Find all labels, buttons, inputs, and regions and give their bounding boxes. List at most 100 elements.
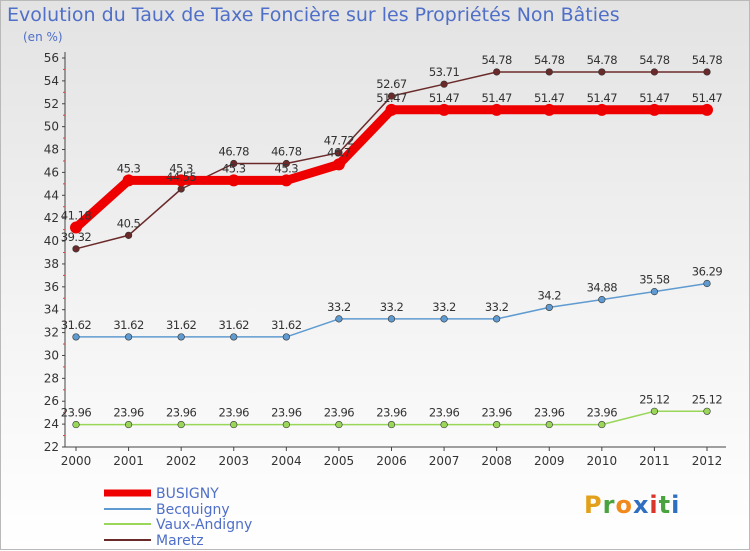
data-label: 52.67 (376, 77, 407, 91)
logo-letter: o (615, 491, 633, 519)
data-label: 54.78 (534, 53, 565, 67)
data-label: 23.96 (271, 406, 302, 420)
y-tick-label: 54 (44, 74, 59, 88)
data-point (701, 103, 713, 116)
logo-letter: t (658, 491, 672, 519)
data-label: 34.88 (587, 281, 618, 295)
data-point (543, 103, 556, 116)
y-tick-label: 26 (44, 394, 59, 408)
data-point (282, 333, 290, 341)
data-point (387, 315, 396, 323)
data-label: 23.96 (481, 406, 512, 420)
y-tick-label: 48 (44, 143, 59, 157)
data-label: 51.47 (534, 91, 565, 105)
axes: 22 24 26 28 30 32 34 36 38 40 42 44 46 48 50 52 54 56 2000… (44, 51, 726, 468)
data-label: 53.71 (429, 65, 460, 79)
y-tick-label: 42 (44, 211, 59, 225)
data-point (650, 407, 659, 415)
data-point (440, 80, 448, 88)
data-label: 51.47 (639, 91, 670, 105)
data-label: 31.62 (61, 318, 92, 332)
data-point (703, 279, 711, 288)
legend-label: BUSIGNY (156, 486, 219, 502)
y-tick-label: 56 (44, 51, 59, 65)
data-point (703, 407, 711, 415)
chart-title: Evolution du Taux de Taxe Foncière sur l… (7, 4, 620, 26)
data-label: 23.96 (376, 406, 407, 420)
y-axis-unit-label: (en %) (23, 30, 63, 44)
data-point (177, 420, 185, 429)
data-label: 33.2 (380, 300, 404, 314)
data-label: 41.18 (61, 209, 92, 223)
data-label: 54.78 (587, 53, 618, 67)
y-tick-label: 34 (44, 303, 59, 317)
x-tick-label: 2009 (534, 454, 565, 468)
data-label: 25.12 (639, 392, 670, 406)
data-point (70, 221, 82, 234)
data-point (650, 68, 659, 76)
data-label: 45.3 (222, 161, 246, 175)
data-label: 45.3 (169, 161, 193, 175)
data-label: 33.2 (327, 300, 351, 314)
y-tick-label: 38 (44, 257, 59, 271)
y-tick-label: 28 (44, 371, 59, 385)
data-point (230, 420, 238, 429)
data-label: 47.72 (324, 134, 355, 148)
legend-label: Maretz (156, 533, 204, 549)
data-point (438, 103, 451, 116)
data-label: 46.7 (327, 145, 351, 159)
data-point (282, 420, 290, 429)
data-point (545, 303, 553, 312)
data-label: 23.96 (534, 406, 565, 420)
logo-letter: P (584, 491, 603, 519)
data-point (332, 158, 345, 171)
data-label: 54.78 (639, 53, 670, 67)
x-tick-label: 2003 (218, 454, 249, 468)
data-point (230, 159, 238, 168)
logo-letter: i (671, 491, 681, 519)
data-point (227, 174, 240, 187)
y-tick-label: 40 (44, 234, 59, 248)
data-point (493, 315, 501, 323)
data-label: 39.32 (61, 230, 92, 244)
data-point (72, 333, 80, 341)
data-point (545, 420, 553, 429)
data-point (650, 288, 659, 296)
data-point (230, 333, 238, 341)
data-point (490, 103, 503, 116)
x-tick-label: 2008 (481, 454, 512, 468)
data-point (598, 420, 606, 429)
data-label: 23.96 (429, 406, 460, 420)
x-tick-label: 2012 (692, 454, 723, 468)
data-point (175, 174, 188, 187)
data-label: 31.62 (271, 318, 302, 332)
data-label: 45.3 (275, 161, 299, 175)
x-tick-label: 2000 (61, 454, 92, 468)
data-label: 23.96 (61, 406, 92, 420)
data-point (385, 103, 398, 116)
data-label: 54.78 (481, 53, 512, 67)
data-point (335, 149, 343, 157)
x-tick-label: 2002 (166, 454, 197, 468)
x-tick-label: 2007 (429, 454, 460, 468)
data-label: 44.55 (166, 170, 197, 184)
x-tick-label: 2006 (376, 454, 407, 468)
data-label: 33.2 (485, 300, 509, 314)
y-tick-label: 52 (44, 97, 59, 111)
x-tick-label: 2005 (324, 454, 355, 468)
y-tick-label: 24 (44, 417, 59, 431)
data-point (335, 420, 343, 429)
x-tick-label: 2001 (113, 454, 144, 468)
data-point (598, 68, 606, 76)
data-point (177, 185, 185, 193)
data-point (124, 231, 133, 239)
data-label: 25.12 (692, 392, 723, 406)
data-point (493, 68, 501, 76)
series-points (70, 68, 713, 429)
data-label: 36.29 (692, 265, 723, 279)
y-tick-label: 46 (44, 165, 59, 179)
data-label: 51.47 (429, 91, 460, 105)
data-point (595, 103, 608, 116)
